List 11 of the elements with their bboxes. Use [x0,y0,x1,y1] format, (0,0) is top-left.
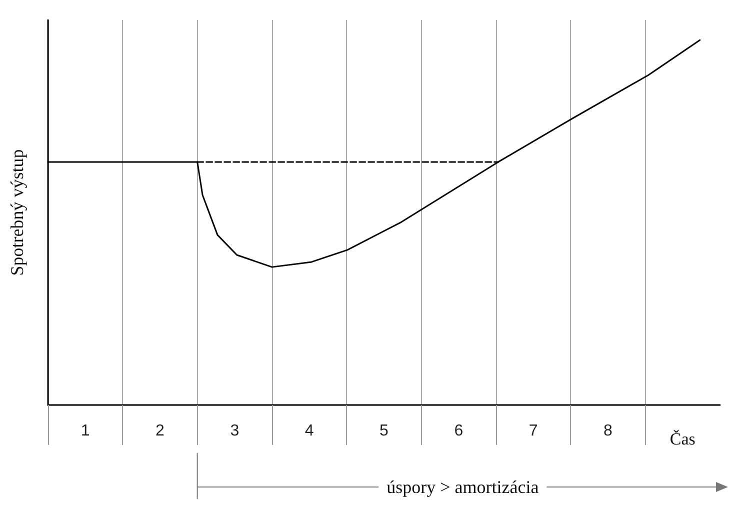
text: úspory > amortizácia [386,477,539,497]
x-tick-label: 2 [156,422,165,440]
x-tick-label: 5 [380,422,389,440]
x-tick-label: 1 [80,422,90,440]
y-axis-title: Spotrebný výstup [7,149,27,276]
x-axis-title: Čas [670,430,696,448]
x-tick-label: 7 [528,422,538,440]
x-tick-label: 4 [304,422,314,440]
x-tick-label: 3 [230,422,240,440]
x-tick-label: 6 [454,422,464,440]
x-tick-label: 8 [604,422,613,440]
